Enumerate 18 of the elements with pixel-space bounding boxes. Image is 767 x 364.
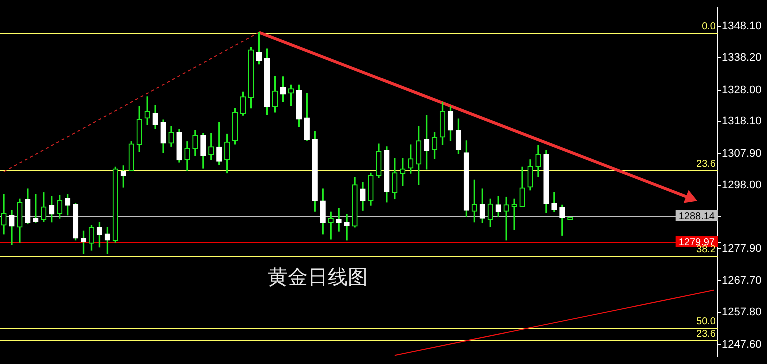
y-tick-label: 1338.20 [722,52,762,64]
annotation: 50.0 [696,316,716,328]
y-tick-label: 1267.70 [722,275,762,288]
y-tick-label: 1318.10 [722,116,762,128]
y-tick-label: 1298.00 [722,179,762,192]
y-tick-label: 1328.00 [722,84,762,96]
candlestick [336,208,342,232]
y-tick-label: 1307.90 [722,148,762,160]
annotation: 23.6 [696,328,716,340]
y-tick-label: 1348.10 [722,20,762,33]
annotation: 0.0 [702,21,716,32]
y-tick-label: 1277.90 [722,242,762,255]
candlestick [328,212,334,240]
text: 黄金日线图 [268,264,368,289]
ref-line-label: 1288.14 [678,211,716,222]
annotation: 23.6 [696,159,716,170]
y-tick-label: 1257.80 [722,306,762,319]
y-tick-label: 1247.60 [722,338,762,351]
